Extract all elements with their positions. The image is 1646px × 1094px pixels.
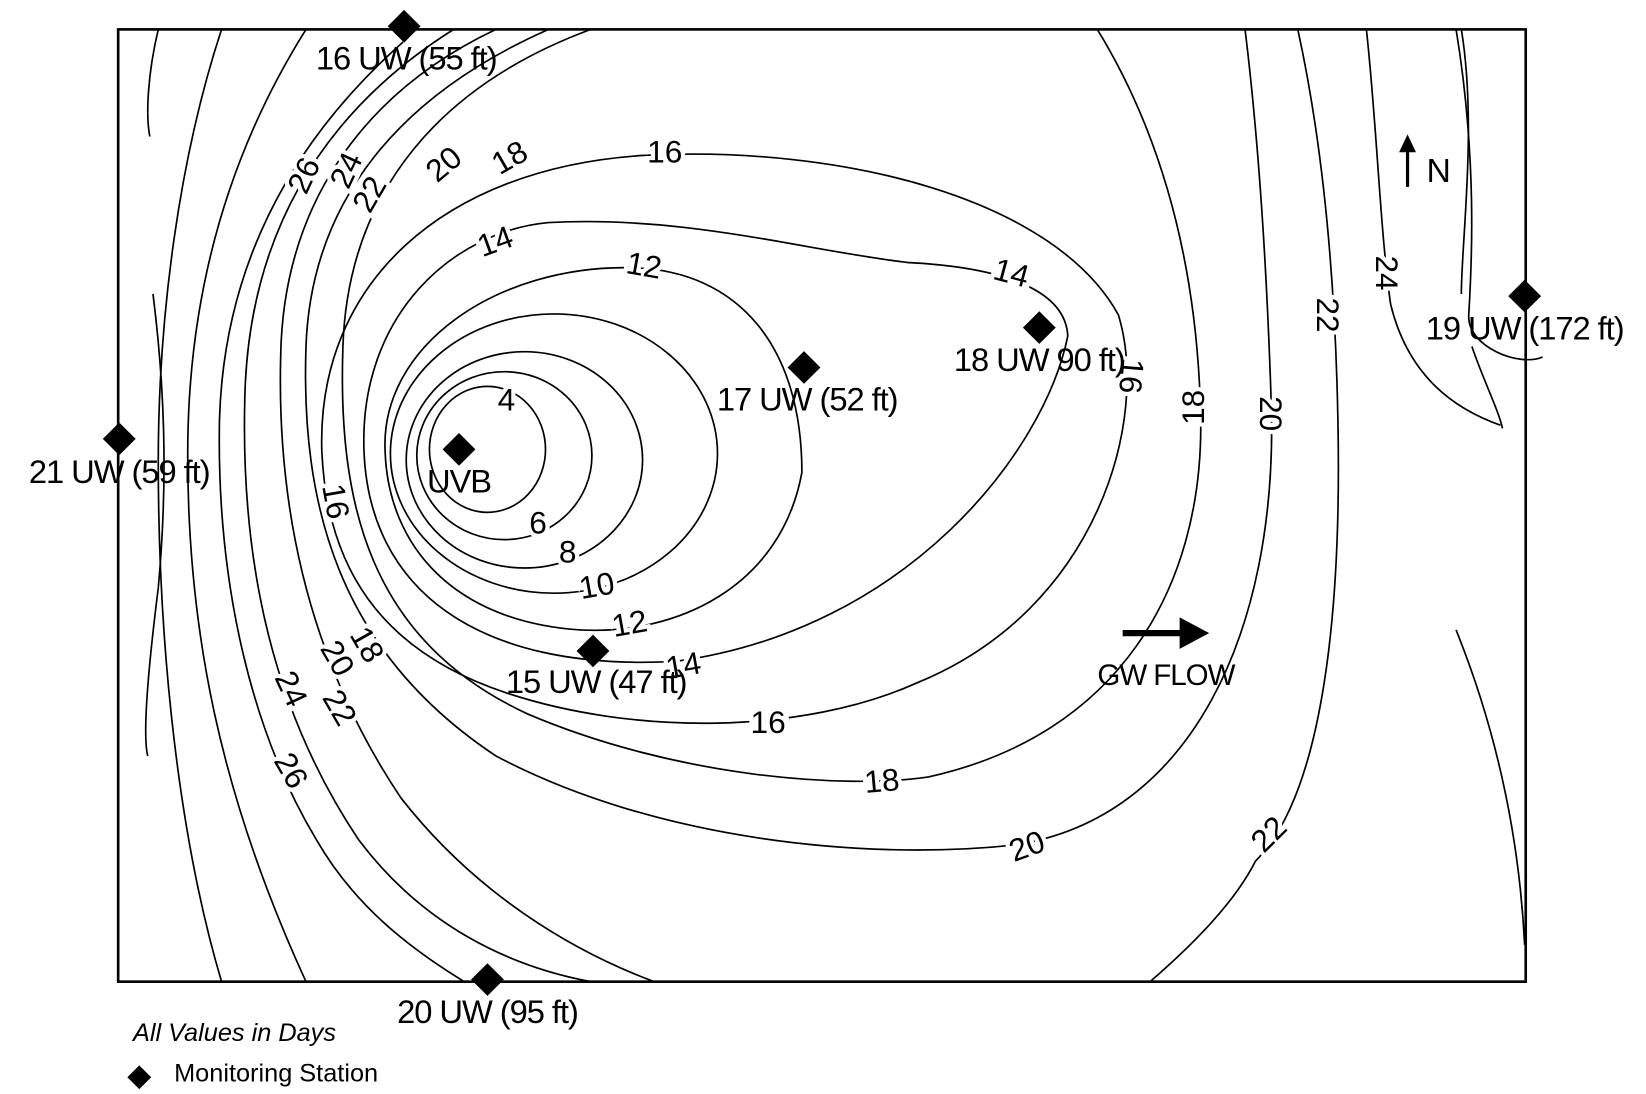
north-arrow: N [1399, 134, 1451, 190]
legend-marker [127, 1065, 152, 1090]
station-marker [442, 433, 476, 466]
contour-line [389, 313, 719, 595]
contour-line [186, 28, 307, 983]
flow-label: GW FLOW [1097, 659, 1235, 692]
contour-label: 24 [268, 665, 316, 712]
contour-label: 14 [990, 251, 1033, 295]
contour-line [1365, 29, 1501, 427]
contour-line [279, 28, 655, 983]
map-frame [116, 28, 1528, 983]
station-marker [787, 351, 821, 384]
contour-label: 16 [315, 481, 357, 522]
station-label: 17 UW (52 ft) [717, 381, 898, 418]
station-marker [1508, 279, 1542, 313]
station-label: 16 UW (55 ft) [316, 40, 497, 77]
contour-line [384, 266, 803, 632]
contour-line [243, 28, 592, 983]
station-marker [387, 9, 421, 43]
contour-label: 14 [472, 218, 517, 264]
contour-label: 8 [559, 534, 577, 570]
contour-label: 20 [1253, 396, 1289, 431]
contour-label: 16 [1112, 357, 1151, 395]
contour-label: 6 [529, 504, 547, 540]
contour-line [1455, 29, 1543, 361]
contour-line [144, 293, 165, 757]
station-label: 18 UW 90 ft) [954, 341, 1125, 378]
station-label: 15 UW (47 ft) [506, 663, 687, 700]
contour-label: 18 [1175, 390, 1211, 425]
station-marker [471, 963, 504, 996]
contour-label: 24 [1369, 255, 1405, 290]
north-label: N [1427, 153, 1451, 190]
contour-label: 12 [609, 602, 650, 643]
contour-line [218, 41, 465, 983]
station-marker [1022, 311, 1056, 344]
legend-marker-label: Monitoring Station [174, 1060, 378, 1088]
contour-label: 18 [485, 133, 534, 182]
contour-label: 16 [647, 134, 682, 170]
station-label: UVB [427, 463, 491, 500]
contour-label: 20 [418, 139, 468, 189]
station-marker [102, 422, 136, 456]
contour-label: 12 [624, 244, 665, 285]
station-label: 19 UW (172 ft) [1426, 309, 1624, 346]
flow-arrow-head [1179, 617, 1210, 649]
contour-label: 20 [1004, 823, 1049, 869]
contour-label: 4 [498, 382, 516, 418]
station-marker [576, 634, 610, 668]
contour-lines [144, 28, 1543, 983]
contour-line [1471, 346, 1504, 429]
flow-arrow: GW FLOW [1097, 617, 1237, 692]
contour-line [146, 29, 160, 137]
contour-line [320, 153, 1128, 725]
contour-line [1460, 29, 1470, 294]
contour-label: 18 [863, 761, 901, 800]
contour-line [1455, 629, 1526, 945]
contour-line [428, 385, 547, 514]
contour-line [415, 370, 593, 541]
station-label: 20 UW (95 ft) [397, 993, 578, 1030]
contour-label: 22 [1310, 297, 1346, 332]
contour-label: 16 [751, 704, 786, 740]
legend-note: All Values in Days [131, 1019, 336, 1047]
contour-line [405, 350, 644, 569]
north-arrow-head [1399, 134, 1416, 153]
contour-line [341, 28, 1202, 783]
contour-line [363, 220, 1069, 664]
contour-line [157, 29, 223, 982]
contour-line [304, 28, 1273, 851]
contour-label: 10 [576, 565, 617, 606]
station-label: 21 UW (59 ft) [29, 453, 210, 490]
contour-line [1149, 29, 1340, 983]
